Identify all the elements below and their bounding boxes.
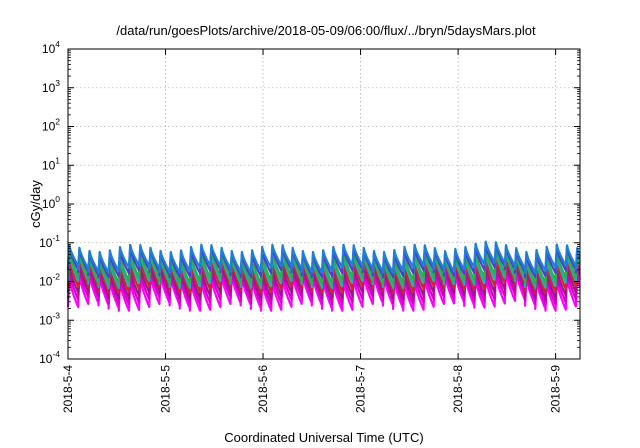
y-axis-label: cGy/day	[28, 180, 43, 228]
y-tick-label: 102	[42, 117, 60, 134]
x-tick-label: 2018-5-8	[451, 365, 465, 413]
x-tick-label: 2018-5-7	[354, 365, 368, 413]
series-line-8	[66, 240, 581, 274]
series-line-1	[66, 270, 581, 312]
x-axis-label: Coordinated Universal Time (UTC)	[224, 430, 423, 445]
y-tick-label: 10-3	[39, 310, 60, 327]
x-tick-label: 2018-5-6	[256, 365, 270, 413]
x-tick-label: 2018-5-9	[549, 365, 563, 413]
y-tick-label: 10-2	[39, 272, 60, 289]
series-line-4	[66, 254, 581, 295]
axis-ticks: 10-4 10-3 10-2 10-1 100 101 102 103 104 2018-5-4 2…	[39, 39, 580, 413]
grid-lines	[68, 49, 580, 359]
y-tick-label: 101	[42, 155, 60, 172]
series-line-2	[66, 264, 581, 306]
y-tick-label: 10-4	[39, 349, 60, 366]
y-tick-label: 104	[42, 39, 60, 56]
x-tick-label: 2018-5-5	[159, 365, 173, 413]
y-tick-label: 100	[42, 194, 60, 211]
y-tick-label: 10-1	[39, 233, 60, 250]
chart-title: /data/run/goesPlots/archive/2018-05-09/0…	[116, 23, 536, 38]
x-tick-label: 2018-5-4	[61, 365, 75, 413]
series-lines	[66, 240, 581, 312]
y-tick-label: 103	[42, 78, 60, 95]
